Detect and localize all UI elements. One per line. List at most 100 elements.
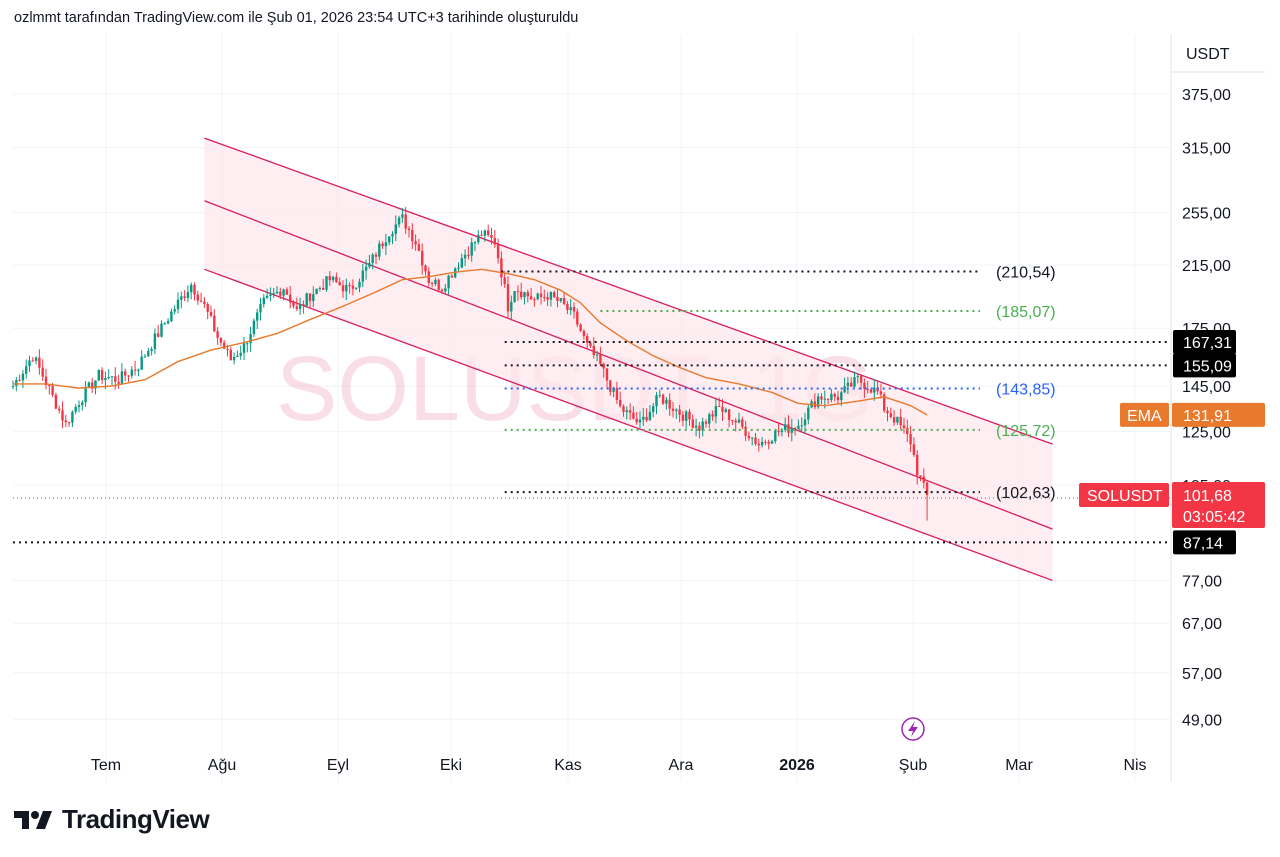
- candle-body: [351, 285, 355, 289]
- channel-drawing[interactable]: [204, 137, 1053, 582]
- candle-body: [275, 291, 279, 294]
- candle-body: [285, 289, 289, 295]
- candle-body: [58, 408, 61, 411]
- lightning-icon: [908, 721, 918, 737]
- x-tick-label: 2026: [779, 757, 815, 774]
- candle-body: [262, 297, 265, 305]
- candle-body: [421, 250, 424, 266]
- candle-body: [252, 320, 256, 335]
- candle-body: [341, 285, 345, 292]
- candle-body: [853, 377, 856, 387]
- candle-body: [708, 414, 711, 424]
- event-icon[interactable]: [901, 717, 925, 741]
- candle-body: [678, 409, 681, 415]
- candle-body: [770, 441, 774, 444]
- candle-body: [539, 293, 543, 298]
- ema-line: [13, 268, 928, 416]
- time-axis[interactable]: Tem Ağu Eyl Eki Kas Ara 2026 Şub Mar Nis: [91, 757, 1147, 774]
- candle-body: [595, 354, 599, 356]
- candle-body: [242, 343, 246, 353]
- candle-body: [823, 398, 826, 400]
- candle-body: [909, 434, 912, 445]
- candle-body: [312, 294, 315, 302]
- candle-body: [589, 342, 592, 346]
- candle-body: [124, 371, 127, 376]
- candle-body: [490, 235, 493, 238]
- candles-series: [11, 207, 929, 521]
- candle-body: [206, 304, 209, 312]
- currency-label[interactable]: USDT: [1186, 46, 1230, 63]
- ema-value-text: 131,91: [1183, 408, 1232, 425]
- candle-body: [510, 301, 513, 312]
- candle-body: [760, 441, 764, 446]
- x-tick-label: Kas: [554, 757, 582, 774]
- candle-body: [331, 276, 335, 281]
- candle-body: [704, 421, 708, 424]
- candle-body: [774, 430, 777, 442]
- candle-body: [652, 406, 655, 412]
- candle-body: [671, 408, 675, 411]
- candle-body: [681, 414, 685, 421]
- candle-body: [77, 405, 81, 407]
- channel-upper-line[interactable]: [204, 137, 1053, 445]
- candle-body: [744, 426, 747, 436]
- tradingview-wordmark: TradingView: [62, 804, 210, 834]
- candle-body: [170, 311, 173, 322]
- candle-body: [355, 287, 358, 289]
- candle-body: [675, 409, 678, 411]
- candle-body: [916, 454, 919, 476]
- candle-body: [140, 356, 143, 370]
- candle-body: [724, 409, 727, 412]
- candle-body: [279, 291, 282, 296]
- level-label: (143,85): [996, 381, 1056, 398]
- candle-body: [176, 299, 180, 310]
- candle-body: [803, 419, 807, 426]
- candle-body: [638, 419, 642, 423]
- candle-body: [477, 234, 480, 243]
- candle-body: [315, 288, 318, 295]
- candle-body: [520, 291, 523, 298]
- candle-body: [688, 411, 691, 420]
- candle-body: [790, 427, 793, 433]
- candle-body: [833, 393, 836, 397]
- channel-middle-line[interactable]: [204, 200, 1053, 530]
- candle-body: [912, 444, 916, 455]
- x-tick-label: Tem: [91, 757, 121, 774]
- candle-body: [114, 376, 117, 382]
- candle-body: [54, 394, 58, 409]
- candle-body: [661, 394, 665, 404]
- x-tick-label: Ara: [669, 757, 694, 774]
- candle-body: [496, 244, 500, 259]
- candle-body: [685, 411, 688, 421]
- candle-body: [529, 296, 533, 300]
- candle-body: [892, 417, 896, 423]
- candle-body: [800, 425, 803, 427]
- candle-body: [896, 416, 899, 423]
- candle-body: [94, 380, 97, 389]
- candle-body: [21, 373, 25, 381]
- candle-body: [180, 296, 183, 300]
- candle-body: [328, 276, 331, 281]
- x-tick-label: Ağu: [208, 757, 236, 774]
- candle-body: [358, 281, 361, 288]
- candle-body: [401, 214, 404, 218]
- y-tick-label: 67,00: [1182, 616, 1222, 633]
- candle-body: [246, 343, 249, 345]
- candle-body: [516, 291, 520, 293]
- candle-body: [856, 376, 859, 378]
- horizontal-levels[interactable]: (210,54) (185,07) (143,85) (125,72) (102,63): [13, 264, 1170, 544]
- candle-body: [457, 267, 460, 269]
- candle-body: [388, 236, 391, 243]
- candle-body: [615, 387, 619, 400]
- price-chart[interactable]: SOLUSDT, 1G (210,54)(185,07)(143,85)(125…: [0, 0, 1280, 790]
- channel-lower-line[interactable]: [204, 268, 1053, 582]
- candle-body: [797, 425, 800, 429]
- candle-body: [308, 293, 312, 302]
- countdown-text: 03:05:42: [1183, 509, 1245, 526]
- tradingview-logo[interactable]: TradingView: [14, 804, 210, 835]
- x-tick-label: Eyl: [327, 757, 349, 774]
- candle-body: [34, 357, 38, 361]
- candle-body: [186, 292, 190, 298]
- candle-body: [751, 437, 754, 439]
- candle-body: [298, 304, 302, 309]
